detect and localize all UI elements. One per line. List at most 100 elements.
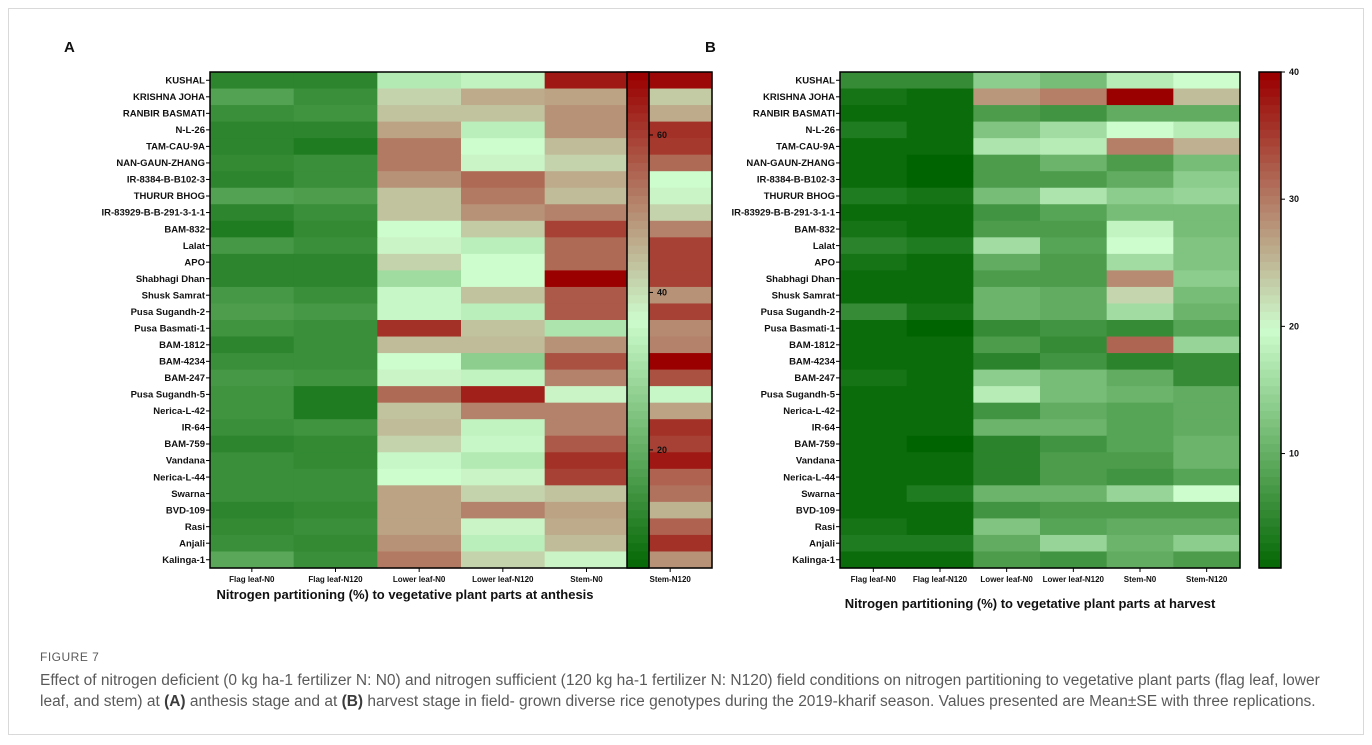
heatmap-cell <box>461 72 546 90</box>
heatmap-cell <box>293 402 378 420</box>
heatmap-cell <box>840 88 908 106</box>
heatmap-cell <box>293 88 378 106</box>
heatmap-cell <box>1173 353 1241 371</box>
heatmap-cell <box>973 336 1041 354</box>
row-label: Shusk Samrat <box>142 290 206 301</box>
heatmap-cell <box>1106 237 1174 255</box>
heatmap-cell <box>1173 286 1241 305</box>
colorbar-segment <box>627 196 649 205</box>
heatmap-cell <box>544 518 629 536</box>
heatmap-cell <box>906 105 974 123</box>
heatmap-cell <box>377 88 462 106</box>
heatmap-cell <box>1106 435 1174 453</box>
colorbar-segment <box>627 320 649 329</box>
heatmap-cell <box>293 154 378 172</box>
heatmap-cell <box>1173 303 1241 321</box>
col-label: Flag leaf-N0 <box>229 575 275 584</box>
heatmap-cell <box>544 88 629 106</box>
heatmap-cell <box>1173 220 1241 238</box>
colorbar-tick-label: 30 <box>1289 194 1299 204</box>
heatmap-cell <box>461 187 546 205</box>
heatmap-cell <box>544 253 629 271</box>
heatmap-cell <box>1173 518 1241 536</box>
heatmap-cell <box>544 204 629 222</box>
heatmap-cell <box>973 237 1041 255</box>
heatmap-cell <box>461 452 546 470</box>
colorbar-segment <box>627 212 649 222</box>
colorbar-segment <box>1259 485 1281 495</box>
heatmap-cell <box>544 320 629 338</box>
heatmap-cell <box>293 286 378 305</box>
heatmap-cell <box>1040 501 1108 519</box>
caption-label: FIGURE 7 <box>40 650 100 664</box>
heatmap-cell <box>544 534 629 553</box>
heatmap-cell <box>1040 253 1108 271</box>
heatmap-cell <box>210 171 295 189</box>
heatmap-cell <box>973 303 1041 321</box>
colorbar-segment <box>627 534 649 544</box>
colorbar-segment <box>627 485 649 495</box>
heatmap-cell <box>1173 121 1241 139</box>
colorbar-segment <box>1259 278 1281 288</box>
chart-title: Nitrogen partitioning (%) to vegetative … <box>216 587 593 602</box>
colorbar-segment <box>627 253 649 263</box>
heatmap-cell <box>1106 171 1174 189</box>
heatmap-cell <box>544 121 629 139</box>
colorbar-segment <box>627 377 649 387</box>
heatmap-cell <box>1173 204 1241 222</box>
heatmap-cell <box>544 336 629 354</box>
heatmap-cell <box>377 220 462 238</box>
colorbar-tick-label: 40 <box>1289 67 1299 77</box>
colorbar-segment <box>627 311 649 321</box>
row-label: KUSHAL <box>795 75 835 86</box>
row-label: BAM-832 <box>794 224 835 235</box>
heatmap-cell <box>1106 187 1174 205</box>
heatmap-cell <box>544 386 629 404</box>
heatmap-cell <box>544 452 629 470</box>
colorbar-segment <box>1259 518 1281 528</box>
heatmap-cell <box>1173 369 1241 387</box>
colorbar-segment <box>627 113 649 123</box>
heatmap-cell <box>377 171 462 189</box>
colorbar-segment <box>1259 510 1281 519</box>
heatmap-cell <box>840 336 908 354</box>
heatmap-cell <box>1040 369 1108 387</box>
col-label: Stem-N0 <box>1124 575 1157 584</box>
col-label: Stem-N120 <box>649 575 691 584</box>
heatmap-cell <box>1106 386 1174 404</box>
heatmap-cell <box>293 270 378 288</box>
colorbar-segment <box>627 162 649 172</box>
heatmap-cell <box>1106 303 1174 321</box>
colorbar-segment <box>1259 121 1281 131</box>
colorbar-tick-label: 10 <box>1289 449 1299 459</box>
heatmap-cell <box>840 435 908 453</box>
colorbar-segment <box>627 286 649 296</box>
heatmap-cell <box>1040 204 1108 222</box>
colorbar-segment <box>627 171 649 181</box>
heatmap-cell <box>906 452 974 470</box>
heatmap-cell <box>377 253 462 271</box>
colorbar-segment <box>1259 452 1281 462</box>
heatmap-cell <box>461 138 546 156</box>
heatmap-cell <box>210 253 295 271</box>
heatmap-cell <box>973 154 1041 172</box>
heatmap-cell <box>1173 253 1241 271</box>
heatmap-cell <box>840 154 908 172</box>
row-label: N-L-26 <box>805 125 835 136</box>
heatmap-cell <box>973 518 1041 536</box>
heatmap-cell <box>1173 237 1241 255</box>
row-label: Pusa Sugandh-5 <box>131 390 206 401</box>
colorbar-segment <box>627 336 649 346</box>
colorbar-frame <box>626 71 650 569</box>
colorbar-segment <box>627 477 649 486</box>
heatmap-cell <box>1173 419 1241 437</box>
heatmap-cell <box>973 105 1041 123</box>
panel-label: A <box>64 39 75 56</box>
heatmap-cell <box>293 171 378 189</box>
heatmap-cell <box>1173 336 1241 354</box>
colorbar-segment <box>1259 353 1281 362</box>
heatmap-cell <box>1040 353 1108 371</box>
heatmap-cell <box>840 204 908 222</box>
row-label: BAM-4234 <box>159 357 206 368</box>
heatmap-cell <box>906 353 974 371</box>
